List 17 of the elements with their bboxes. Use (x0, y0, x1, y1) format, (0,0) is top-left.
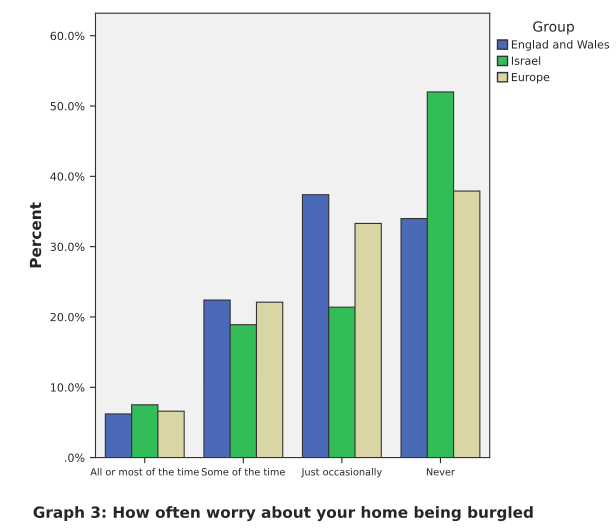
y-tick-label: 10.0% (50, 383, 84, 392)
legend-label: Israel (512, 56, 540, 65)
y-tick-label: 20.0% (50, 312, 84, 322)
y-tick-label: 60.0% (50, 32, 84, 40)
y-tick-label: 40.0% (50, 172, 84, 181)
x-tick-label: All or most of the time (90, 468, 199, 476)
legend-title: Group (533, 21, 574, 34)
y-tick-label: 50.0% (50, 102, 84, 110)
y-tick-label: .0% (65, 454, 84, 462)
x-tick-label: Some of the time (202, 468, 285, 476)
y-tick-label: 30.0% (50, 242, 84, 252)
text: Graph 3: How often worry about your home being burgled (34, 506, 533, 522)
y-axis-title: Percent (30, 202, 42, 268)
x-tick-label: Never (426, 468, 455, 476)
legend-label: Englad and Wales (512, 40, 610, 51)
legend-label: Europe (512, 72, 550, 84)
x-tick-label: Just occasionally (301, 468, 382, 478)
